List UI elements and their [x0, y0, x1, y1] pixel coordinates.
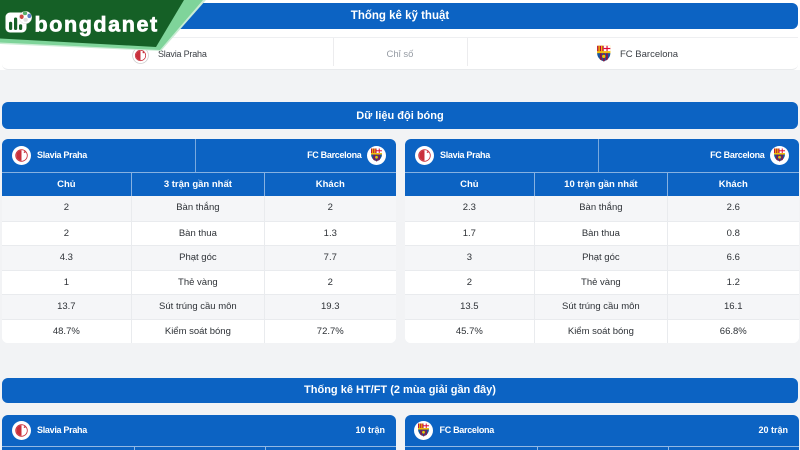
svg-text:bongdanet: bongdanet	[35, 13, 159, 37]
